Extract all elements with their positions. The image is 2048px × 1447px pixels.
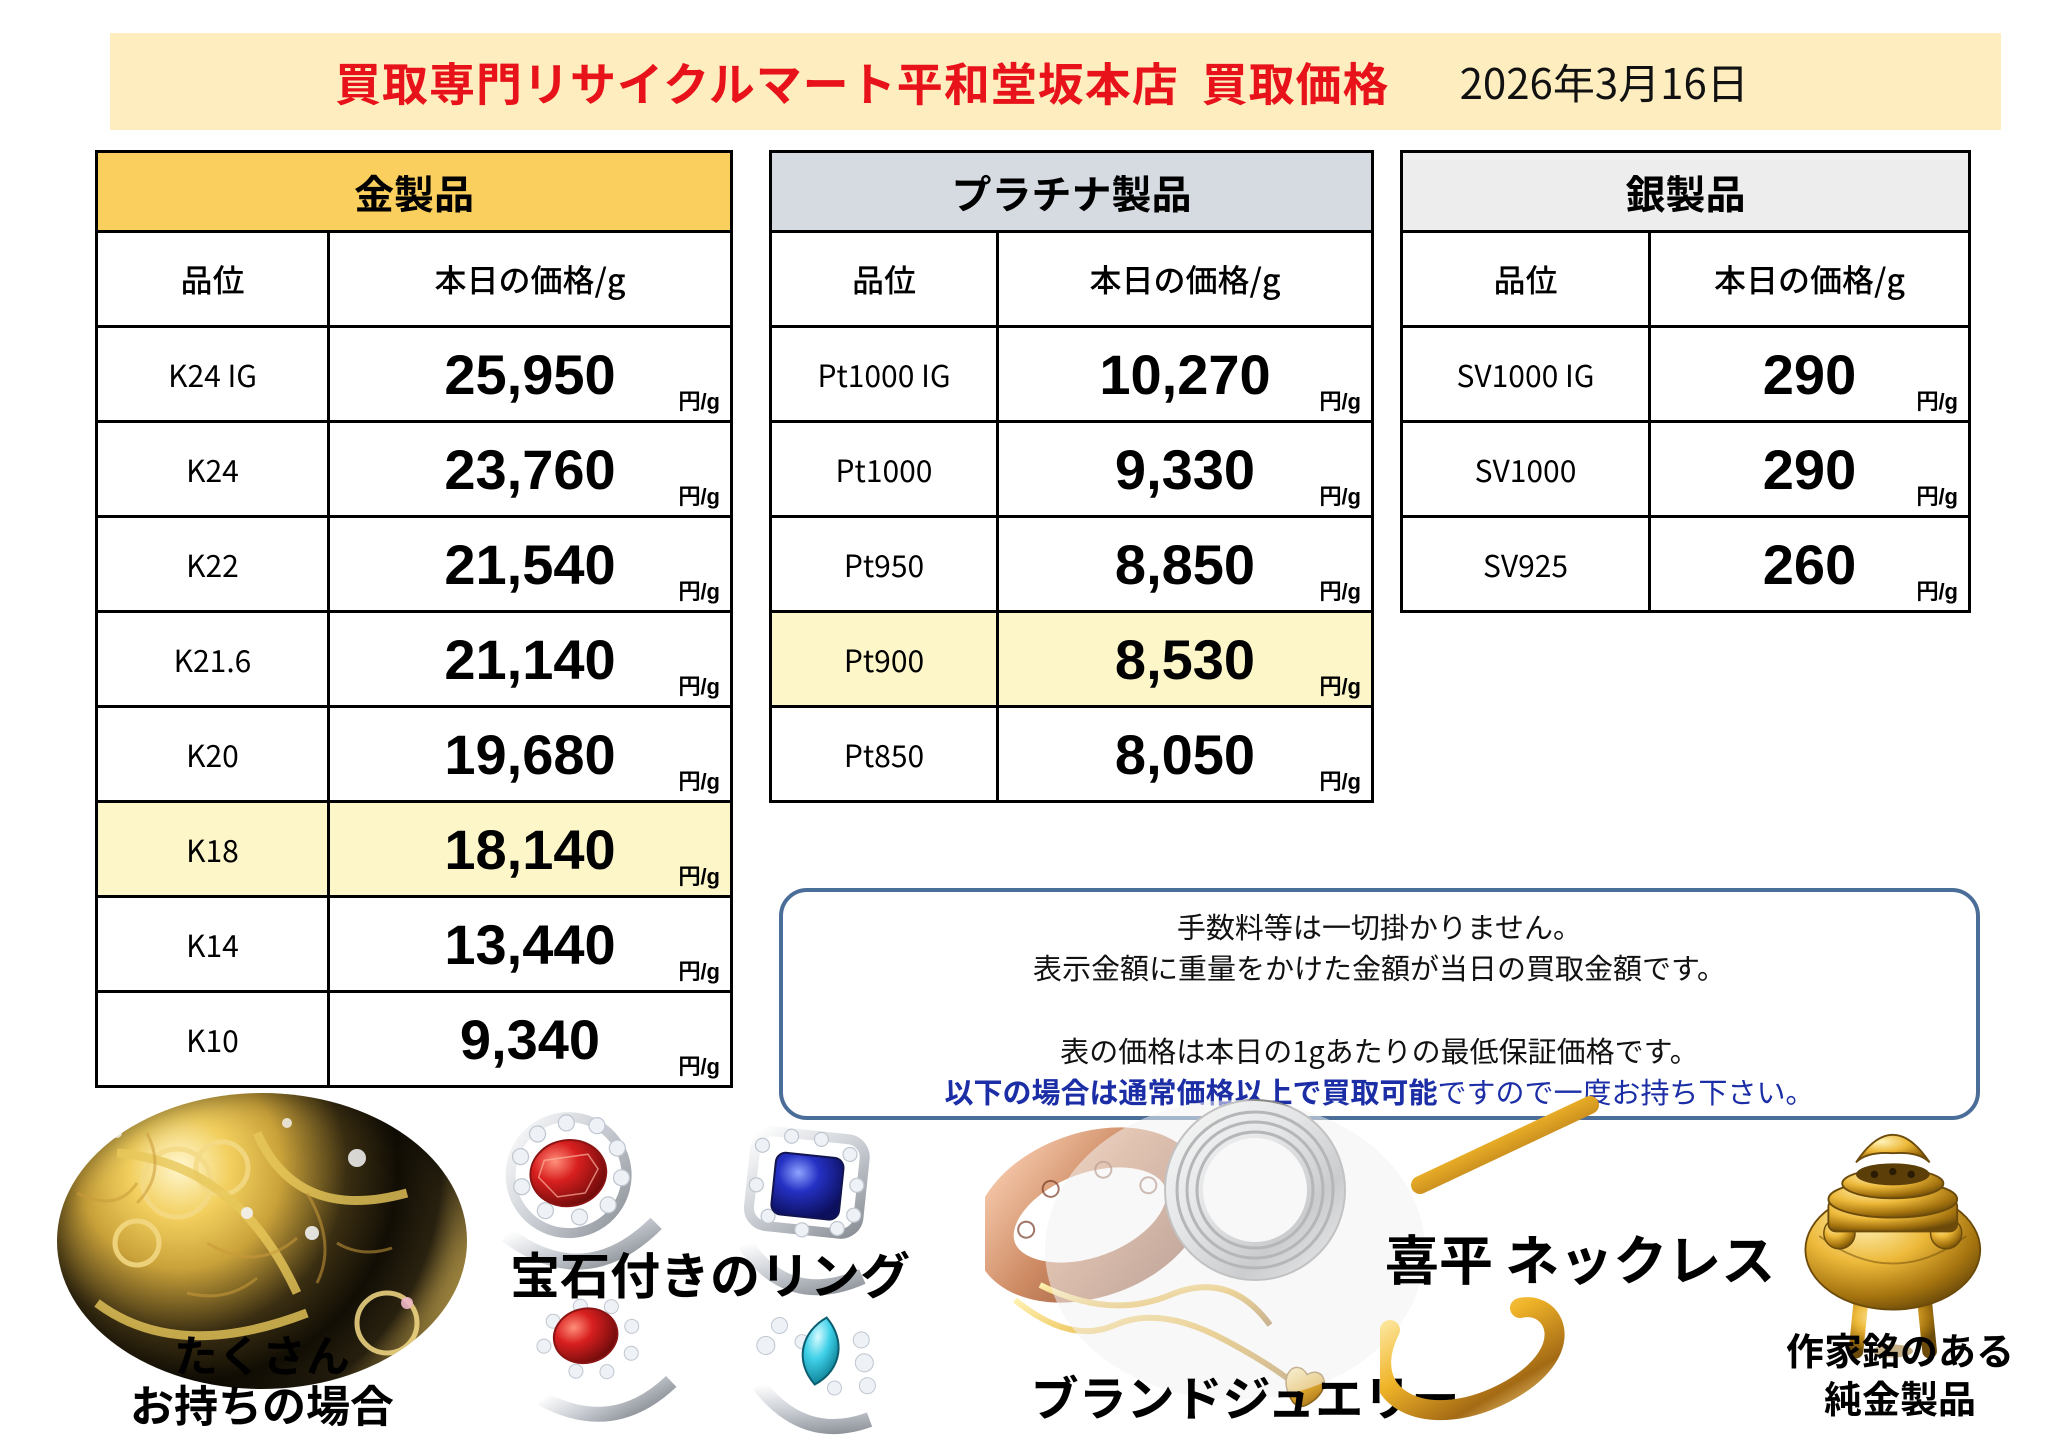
svg-text:喜平 ネックレス: 喜平 ネックレス [1385, 1217, 1775, 1296]
